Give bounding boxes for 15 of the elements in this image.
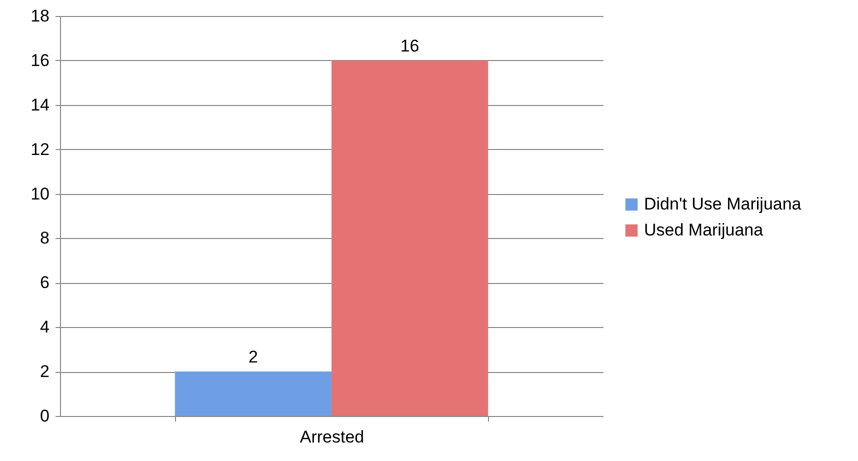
data-label: 16 [400,36,420,56]
y-tick-label: 8 [40,228,50,248]
y-tick-label: 6 [40,273,50,292]
data-label: 2 [248,348,258,367]
y-tick-label: 4 [40,318,50,337]
y-tick-label: 10 [30,184,50,204]
y-tick-label: 0 [40,406,50,426]
y-tick-label: 18 [30,6,50,26]
y-tick-label: 16 [30,50,50,70]
legend-label: Used Marijuana [644,220,764,240]
y-tick-label: 2 [40,362,50,382]
x-tick-label: Arrested [300,428,364,446]
y-tick-label: 12 [30,140,50,159]
legend-label: Didn't Use Marijuana [644,194,802,214]
y-tick-label: 14 [30,95,50,114]
